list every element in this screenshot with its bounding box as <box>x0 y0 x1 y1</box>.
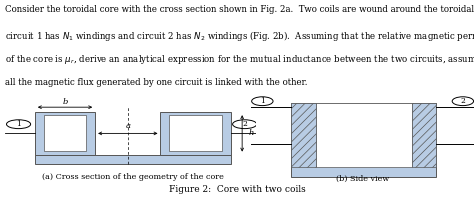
Bar <box>411 103 436 167</box>
Text: 2: 2 <box>460 97 465 105</box>
Bar <box>35 155 231 164</box>
Text: h: h <box>248 129 254 137</box>
Bar <box>44 115 86 151</box>
Bar <box>161 112 231 155</box>
Bar <box>35 112 95 155</box>
Text: 1: 1 <box>16 120 21 128</box>
Text: a: a <box>125 122 130 130</box>
Text: Consider the toroidal core with the cross section shown in Fig. 2a.  Two coils a: Consider the toroidal core with the cros… <box>5 5 474 14</box>
Bar <box>292 103 436 177</box>
Text: Figure 2:  Core with two coils: Figure 2: Core with two coils <box>169 186 305 194</box>
Bar <box>316 103 411 167</box>
Text: 1: 1 <box>260 97 265 105</box>
Bar <box>169 115 222 151</box>
Text: circuit 1 has $N_1$ windings and circuit 2 has $N_2$ windings (Fig. 2b).  Assumi: circuit 1 has $N_1$ windings and circuit… <box>5 29 474 43</box>
Text: (a) Cross section of the geometry of the core: (a) Cross section of the geometry of the… <box>42 173 224 181</box>
Text: b: b <box>63 98 68 106</box>
Text: (b) Side view: (b) Side view <box>336 175 389 183</box>
Text: 2: 2 <box>242 120 247 128</box>
Text: all the magnetic flux generated by one circuit is linked with the other.: all the magnetic flux generated by one c… <box>5 78 307 87</box>
Bar <box>292 103 316 167</box>
Text: of the core is $\mu_r$, derive an analytical expression for the mutual inductanc: of the core is $\mu_r$, derive an analyt… <box>5 53 474 66</box>
